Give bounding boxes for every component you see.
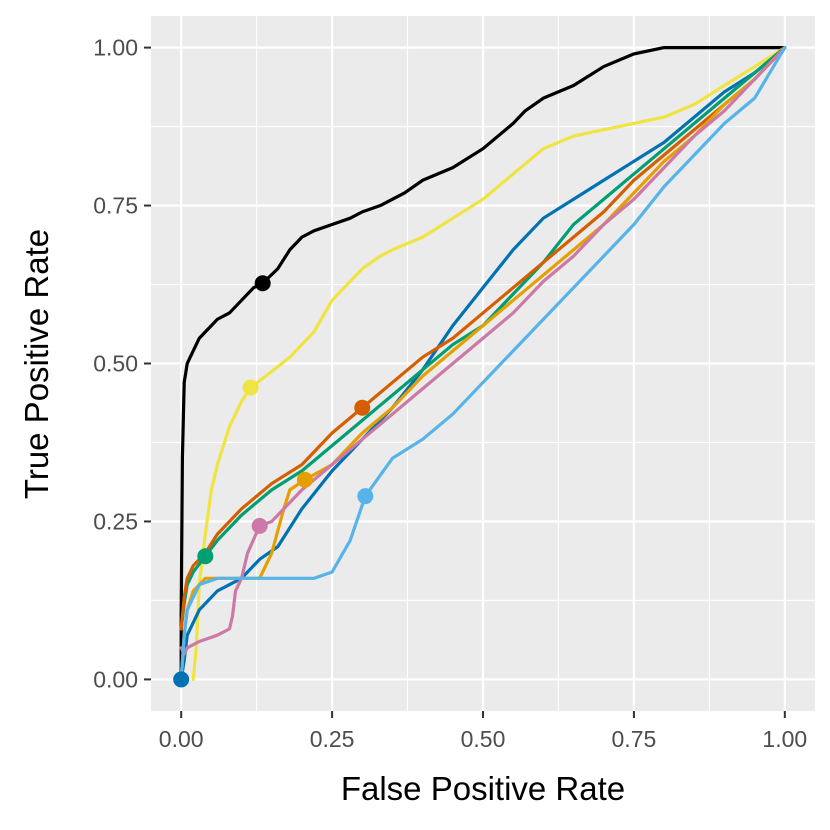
x-tick-label: 0.25 [310,726,355,752]
x-tick-label: 0.50 [461,726,506,752]
y-tick-label: 0.75 [93,193,138,219]
series-line-skyblue [179,45,787,682]
x-tick-label: 0.00 [159,726,204,752]
x-tick-label: 0.75 [612,726,657,752]
y-tick-label: 1.00 [93,35,138,61]
series-line-pink [179,45,787,656]
x-tick-label: 1.00 [762,726,807,752]
series-point-skyblue [357,488,374,505]
series-point-vermillion [354,399,371,416]
series-line-black [179,45,787,682]
series-point-pink [251,517,268,534]
y-tick-label: 0.50 [93,351,138,377]
series-point-black [254,275,271,292]
y-tick-label: 0.00 [93,666,138,692]
series-line-yellow [191,45,787,682]
x-axis-title: False Positive Rate [341,770,625,807]
points-layer [173,275,374,688]
y-axis: 0.00 0.25 0.50 0.75 1.00 [93,35,151,692]
series-point-orange [296,471,313,488]
major-gridlines [151,16,815,711]
series-point-green [197,548,214,565]
y-axis-title: True Positive Rate [18,229,55,499]
series-point-yellow [242,379,259,396]
x-axis: 0.00 0.25 0.50 0.75 1.00 [159,711,807,752]
series-point-blue [173,671,190,688]
series-layer [179,45,787,682]
y-tick-label: 0.25 [93,508,138,534]
